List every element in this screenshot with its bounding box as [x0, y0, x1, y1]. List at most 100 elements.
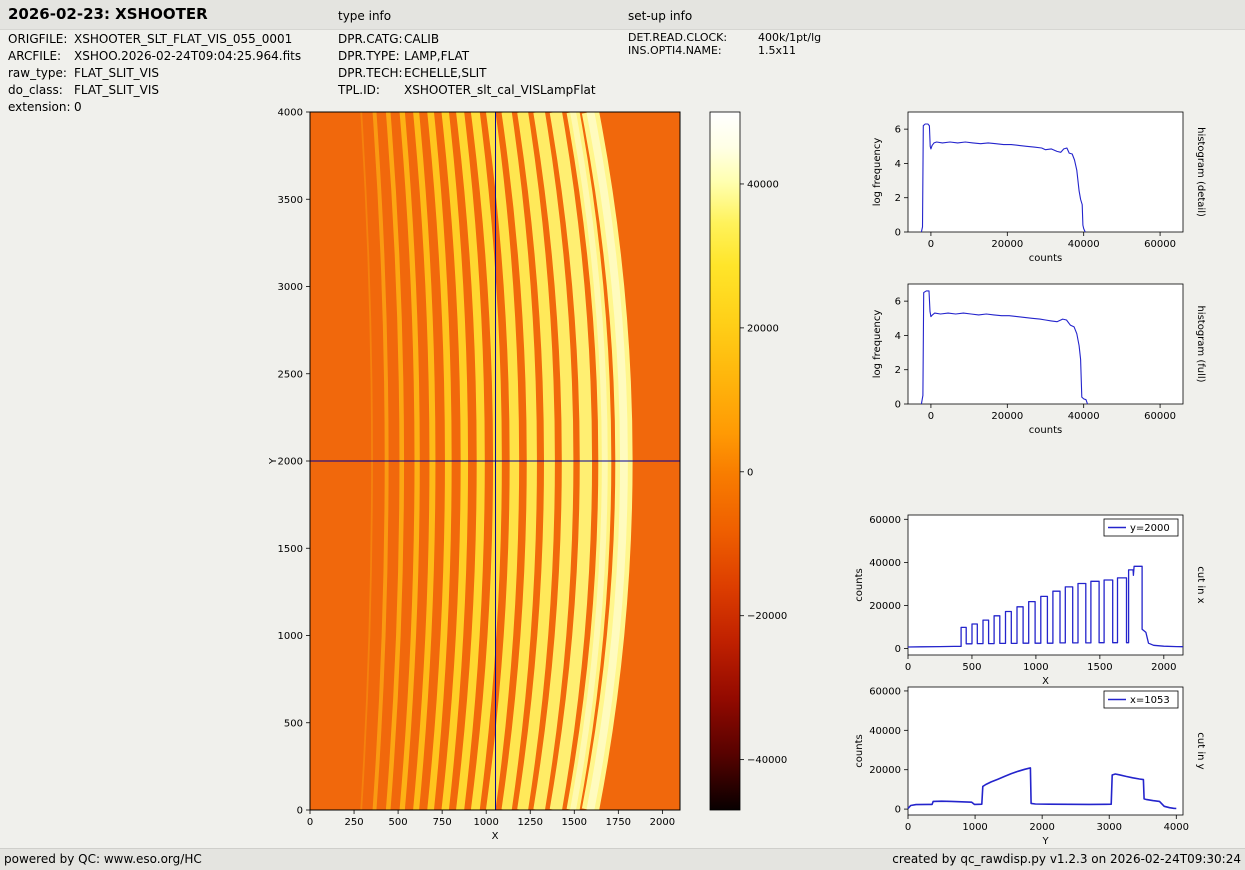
- meta-row: extension: 0: [8, 99, 301, 116]
- svg-text:2500: 2500: [278, 369, 303, 380]
- header-bar: 2026-02-23: XSHOOTER type info set-up in…: [0, 0, 1245, 30]
- svg-text:40000: 40000: [747, 179, 779, 190]
- svg-text:40000: 40000: [1068, 411, 1100, 422]
- svg-text:6: 6: [895, 125, 901, 136]
- svg-text:20000: 20000: [869, 765, 901, 776]
- svg-text:1250: 1250: [518, 817, 543, 828]
- svg-text:0: 0: [905, 662, 911, 673]
- svg-text:2000: 2000: [278, 457, 303, 468]
- svg-text:2: 2: [895, 193, 901, 204]
- svg-text:20000: 20000: [991, 239, 1023, 250]
- svg-text:40000: 40000: [1068, 239, 1100, 250]
- svg-text:500: 500: [389, 817, 408, 828]
- field-label: ORIGFILE:: [8, 32, 68, 46]
- svg-text:1750: 1750: [606, 817, 631, 828]
- svg-text:40000: 40000: [869, 726, 901, 737]
- footer-bar: powered by QC: www.eso.org/HC created by…: [0, 848, 1245, 870]
- setup-info-block: DET.READ.CLOCK: 400k/1pt/lg INS.OPTI4.NAM…: [628, 31, 821, 57]
- field-value: FLAT_SLIT_VIS: [74, 83, 160, 97]
- field-value: LAMP,FLAT: [404, 49, 470, 63]
- field-label: INS.OPTI4.NAME:: [628, 44, 722, 57]
- svg-text:X: X: [1042, 676, 1049, 687]
- raw-frame-image-plot: 0 250 500 750 1000 1250 1500 1750 2000 0 500 1000 15…: [268, 108, 681, 842]
- svg-text:x=1053: x=1053: [1130, 695, 1170, 706]
- field-value: XSHOOTER_SLT_FLAT_VIS_055_0001: [74, 32, 293, 46]
- svg-text:1000: 1000: [1023, 662, 1048, 673]
- svg-text:2000: 2000: [1151, 662, 1176, 673]
- svg-text:3000: 3000: [1096, 822, 1121, 833]
- svg-text:counts: counts: [1029, 425, 1062, 436]
- svg-text:histogram (full): histogram (full): [1195, 305, 1206, 382]
- svg-text:−40000: −40000: [747, 755, 787, 766]
- meta-row: DPR.TECH: ECHELLE,SLIT: [338, 65, 596, 82]
- svg-text:4: 4: [895, 159, 901, 170]
- svg-text:cut in x: cut in x: [1195, 566, 1206, 603]
- field-label: DPR.CATG:: [338, 32, 403, 46]
- svg-text:250: 250: [345, 817, 364, 828]
- svg-text:1000: 1000: [278, 631, 303, 642]
- svg-text:counts: counts: [854, 568, 865, 601]
- svg-text:1500: 1500: [278, 544, 303, 555]
- histogram-detail-chart: 0 20000 40000 60000 0 2 4 6 counts log frequency h…: [872, 111, 1206, 264]
- meta-row: DPR.CATG: CALIB: [338, 31, 596, 48]
- svg-text:60000: 60000: [869, 686, 901, 697]
- svg-text:4: 4: [895, 331, 901, 342]
- svg-text:log frequency: log frequency: [872, 138, 883, 207]
- svg-text:1000: 1000: [473, 817, 498, 828]
- svg-text:2: 2: [895, 365, 901, 376]
- svg-text:0: 0: [895, 400, 901, 411]
- svg-text:40000: 40000: [869, 558, 901, 569]
- type-info-block: DPR.CATG: CALIB DPR.TYPE: LAMP,FLAT DPR.TE…: [338, 31, 596, 99]
- cut-in-y-chart: x=1053 0 1000 2000 3000 4000 0 20000 40000 60000 Y…: [854, 686, 1206, 847]
- type-info-heading: type info: [338, 9, 392, 23]
- svg-text:y=2000: y=2000: [1130, 523, 1170, 534]
- field-value: XSHOOTER_slt_cal_VISLampFlat: [404, 83, 596, 97]
- field-value: 400k/1pt/lg: [758, 31, 822, 44]
- svg-text:4000: 4000: [1164, 822, 1189, 833]
- svg-text:20000: 20000: [869, 601, 901, 612]
- meta-row: ARCFILE: XSHOO.2026-02-24T09:04:25.964.fi…: [8, 48, 301, 65]
- field-label: do_class:: [8, 83, 63, 97]
- svg-text:histogram (detail): histogram (detail): [1195, 127, 1206, 217]
- footer-left-text: powered by QC: www.eso.org/HC: [4, 852, 202, 866]
- svg-text:20000: 20000: [991, 411, 1023, 422]
- field-value: ECHELLE,SLIT: [404, 66, 487, 80]
- svg-text:0: 0: [928, 239, 934, 250]
- field-value: CALIB: [404, 32, 440, 46]
- field-value: XSHOO.2026-02-24T09:04:25.964.fits: [74, 49, 302, 63]
- field-label: TPL.ID:: [338, 83, 380, 97]
- field-label: DPR.TYPE:: [338, 49, 400, 63]
- page-title: 2026-02-23: XSHOOTER: [8, 5, 208, 23]
- svg-text:0: 0: [307, 817, 313, 828]
- svg-text:20000: 20000: [747, 323, 779, 334]
- svg-text:4000: 4000: [278, 108, 303, 119]
- svg-text:2000: 2000: [650, 817, 675, 828]
- svg-text:1000: 1000: [962, 822, 987, 833]
- svg-text:Y: Y: [1041, 836, 1049, 847]
- meta-row: DPR.TYPE: LAMP,FLAT: [338, 48, 596, 65]
- svg-text:Y: Y: [268, 457, 279, 465]
- meta-row: ORIGFILE: XSHOOTER_SLT_FLAT_VIS_055_0001: [8, 31, 301, 48]
- svg-text:counts: counts: [854, 734, 865, 767]
- meta-row: TPL.ID: XSHOOTER_slt_cal_VISLampFlat: [338, 82, 596, 99]
- field-label: extension:: [8, 100, 71, 114]
- svg-text:0: 0: [895, 644, 901, 655]
- colorbar: 40000 20000 0 −20000 −40000: [709, 111, 787, 811]
- field-label: DPR.TECH:: [338, 66, 403, 80]
- meta-row: DET.READ.CLOCK: 400k/1pt/lg: [628, 31, 821, 44]
- field-label: raw_type:: [8, 66, 67, 80]
- svg-text:0: 0: [905, 822, 911, 833]
- meta-row: INS.OPTI4.NAME: 1.5x11: [628, 44, 821, 57]
- svg-text:500: 500: [962, 662, 981, 673]
- svg-text:1500: 1500: [1087, 662, 1112, 673]
- svg-text:750: 750: [433, 817, 452, 828]
- field-value: 1.5x11: [758, 44, 797, 57]
- svg-text:−20000: −20000: [747, 611, 787, 622]
- meta-row: do_class: FLAT_SLIT_VIS: [8, 82, 301, 99]
- svg-text:2000: 2000: [1029, 822, 1054, 833]
- svg-text:0: 0: [895, 228, 901, 239]
- svg-text:60000: 60000: [1144, 411, 1176, 422]
- svg-text:3000: 3000: [278, 282, 303, 293]
